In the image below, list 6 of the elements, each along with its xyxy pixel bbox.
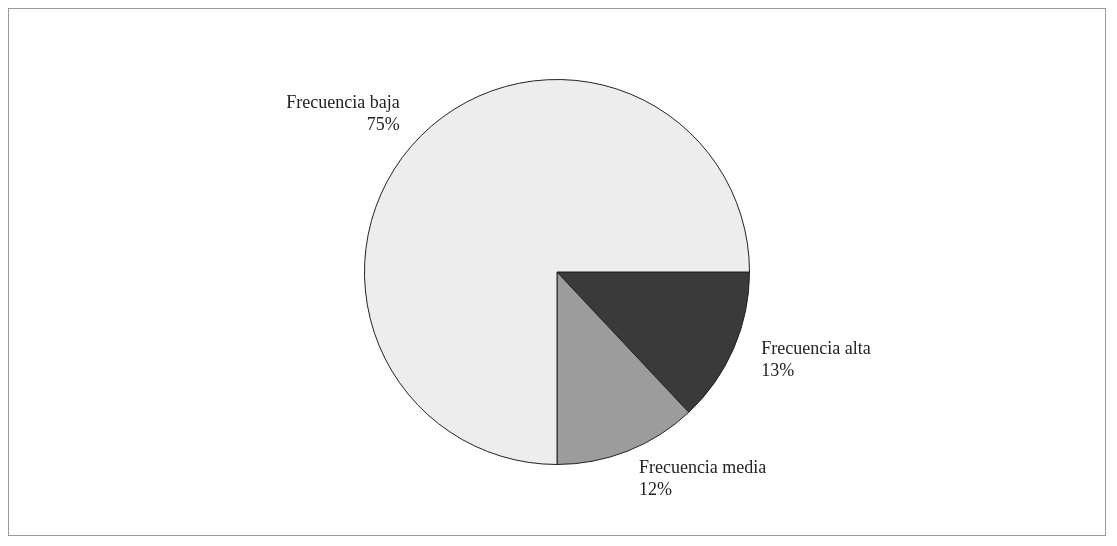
data-label: 13% xyxy=(761,360,795,381)
data-label: 12% xyxy=(638,478,672,499)
slice-label: Frecuencia baja xyxy=(286,92,400,113)
slice-label: Frecuencia media xyxy=(638,456,767,477)
slice-label: Frecuencia alta xyxy=(761,338,871,359)
data-label: 75% xyxy=(366,114,400,135)
